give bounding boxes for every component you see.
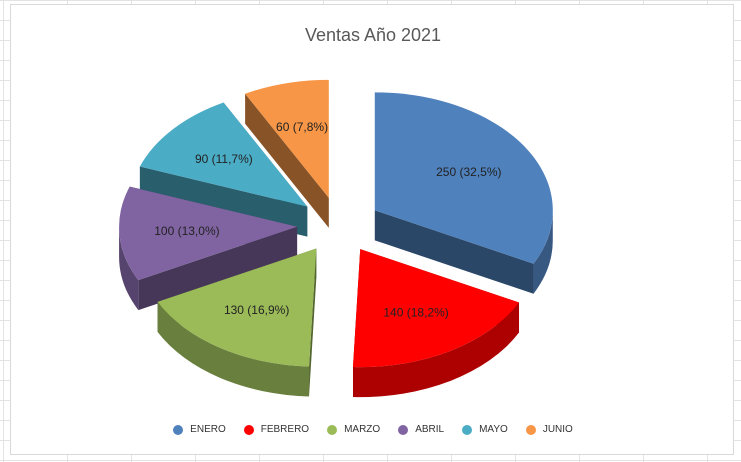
pie-slice-enero[interactable]: 250 (32,5%) (374, 92, 553, 294)
pie-slice-junio[interactable]: 60 (7,8%) (245, 79, 329, 228)
slice-top (119, 186, 298, 281)
slice-rim (352, 302, 520, 398)
slice-top (374, 92, 553, 264)
slice-wall (245, 93, 329, 228)
pie-slice-marzo[interactable]: 130 (16,9%) (157, 248, 317, 397)
slice-wall (309, 248, 317, 397)
chart-area[interactable]: Ventas Año 2021 60 (7,8%) 90 (11,7%) 250 (… (10, 4, 734, 455)
data-label: 100 (13,0%) (154, 224, 219, 238)
legend-item-enero: ENERO (173, 424, 226, 435)
data-label: 90 (11,7%) (195, 152, 253, 166)
legend-swatch (525, 424, 536, 435)
chart-title: Ventas Año 2021 (304, 25, 442, 45)
legend-label: MARZO (344, 424, 381, 435)
slice-top (139, 102, 308, 207)
data-label: 130 (16,9%) (224, 303, 289, 317)
slice-top (245, 79, 329, 198)
legend-item-junio: JUNIO (525, 424, 573, 435)
slice-wall (138, 226, 298, 311)
legend-label: ABRIL (415, 424, 445, 435)
slice-rim (157, 301, 310, 397)
pie-slice-abril[interactable]: 100 (13,0%) (119, 186, 298, 311)
legend-swatch (462, 424, 473, 435)
legend-item-febrero: FEBRERO (243, 424, 310, 435)
data-label: 60 (7,8%) (276, 120, 328, 134)
slice-top (352, 249, 520, 368)
legend-item-mayo: MAYO (462, 424, 508, 435)
legend-swatch (243, 424, 254, 435)
data-label: 250 (32,5%) (436, 165, 501, 179)
legend-item-marzo: MARZO (327, 424, 380, 435)
pie-slice-febrero[interactable]: 140 (18,2%) (352, 249, 520, 398)
slice-top (157, 248, 317, 367)
slice-wall (374, 210, 534, 294)
data-label: 140 (18,2%) (383, 305, 448, 319)
legend-swatch (173, 424, 184, 435)
legend: ENERO FEBRERO MARZO ABRIL MAYO JUNIO (11, 424, 735, 435)
legend-swatch (327, 424, 338, 435)
legend-label: JUNIO (542, 424, 573, 435)
legend-item-abril: ABRIL (398, 424, 444, 435)
pie-chart[interactable]: 60 (7,8%) 90 (11,7%) 250 (32,5%) 100 (13,0%… (11, 5, 735, 456)
slice-rim (533, 210, 553, 294)
legend-swatch (398, 424, 409, 435)
legend-label: MAYO (479, 424, 508, 435)
legend-label: FEBRERO (260, 424, 310, 435)
legend-label: ENERO (190, 424, 226, 435)
slice-rim (119, 226, 139, 311)
